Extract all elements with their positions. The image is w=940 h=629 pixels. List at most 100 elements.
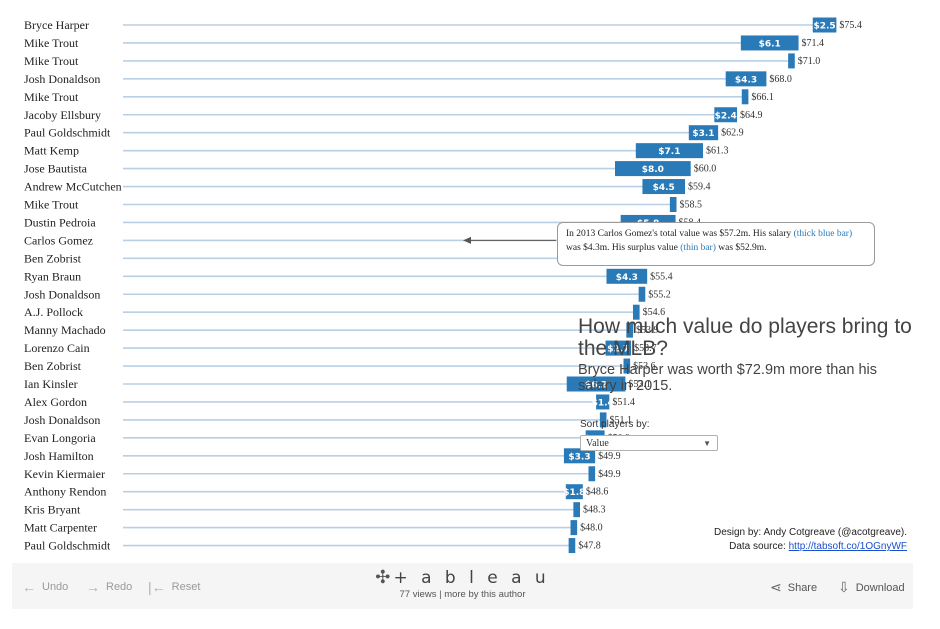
- salary-bar[interactable]: [563, 448, 596, 464]
- salary-bar[interactable]: [566, 376, 626, 392]
- player-name: Kevin Kiermaier: [24, 467, 105, 481]
- salary-bar[interactable]: [812, 17, 837, 33]
- salary-label: $6.1: [759, 39, 781, 49]
- player-name: Josh Donaldson: [24, 413, 100, 427]
- salary-bar[interactable]: [725, 71, 767, 87]
- player-name: Josh Hamilton: [24, 449, 94, 463]
- salary-bar[interactable]: [688, 125, 719, 141]
- player-name: Josh Donaldson: [24, 72, 100, 86]
- tableau-logo[interactable]: + a b l e a u: [393, 568, 550, 588]
- reset-button[interactable]: |← Reset: [148, 579, 200, 595]
- annotation-box: In 2013 Carlos Gomez's total value was $…: [557, 222, 875, 266]
- sort-label: Sort players by:: [580, 419, 650, 430]
- total-label: $47.8: [578, 541, 601, 552]
- salary-bar[interactable]: [606, 268, 648, 284]
- player-name: Kris Bryant: [24, 503, 81, 517]
- credits-design: Design by: Andy Cotgreave (@acotgreave).: [713, 527, 907, 538]
- credits-source-label: Data source:: [729, 541, 789, 552]
- player-name: Jose Bautista: [24, 162, 88, 176]
- tableau-logo-block: ✣ + a b l e a u 77 views | more by this …: [12, 567, 913, 600]
- salary-bar[interactable]: [568, 538, 576, 554]
- bullet-chart: Bryce Harper $2.5 $75.4 Mike Trout $6.1 $71.4…: [24, 17, 862, 554]
- share-button[interactable]: ⋖ Share: [770, 579, 817, 596]
- salary-bar[interactable]: [740, 35, 799, 51]
- salary-label: $4.5: [653, 183, 675, 193]
- salary-label: $4.3: [616, 273, 638, 283]
- player-name: Matt Carpenter: [24, 521, 97, 535]
- arrow-left-icon: ←: [22, 579, 36, 595]
- player-name: Ryan Braun: [24, 269, 81, 283]
- total-label: $62.9: [721, 128, 744, 139]
- total-label: $53.6: [633, 361, 656, 372]
- salary-bar[interactable]: [605, 340, 632, 356]
- total-label: $59.4: [688, 182, 711, 193]
- salary-label: $8.0: [642, 165, 664, 175]
- total-label: $53.7: [634, 343, 657, 354]
- redo-label: Redo: [106, 581, 133, 593]
- player-name: Ben Zobrist: [24, 359, 82, 373]
- salary-bar[interactable]: [626, 322, 633, 338]
- salary-bar[interactable]: [570, 520, 578, 536]
- salary-bar[interactable]: [788, 53, 795, 69]
- download-button[interactable]: ⇩ Download: [838, 579, 905, 596]
- salary-bar[interactable]: [642, 179, 686, 195]
- salary-bar[interactable]: [635, 143, 703, 159]
- data-source-link[interactable]: http://tabsoft.co/1OGnyWF: [788, 541, 907, 552]
- annotation-highlight-surplus: (thin bar): [680, 243, 716, 253]
- share-label: Share: [787, 581, 818, 594]
- reset-label: Reset: [171, 581, 201, 593]
- salary-label: $1.8: [563, 488, 585, 498]
- player-name: Mike Trout: [24, 54, 79, 68]
- salary-bar[interactable]: [596, 394, 610, 410]
- player-name: Josh Donaldson: [24, 287, 100, 301]
- total-label: $53.1: [628, 379, 651, 390]
- annotation-highlight-salary: (thick blue bar): [793, 229, 853, 239]
- player-name: Mike Trout: [24, 36, 79, 50]
- player-name: Ian Kinsler: [24, 377, 78, 391]
- total-label: $61.3: [706, 146, 729, 157]
- total-label: $49.9: [598, 451, 621, 462]
- redo-button[interactable]: → Redo: [86, 579, 132, 595]
- salary-label: $2.4: [715, 111, 737, 121]
- credits-source: Data source: http://tabsoft.co/1OGnyWF: [714, 540, 907, 554]
- player-name: Jacoby Ellsbury: [24, 108, 101, 122]
- player-name: Lorenzo Cain: [24, 341, 90, 355]
- player-name: Andrew McCutchen: [24, 180, 122, 194]
- salary-bar[interactable]: [588, 466, 596, 482]
- title-block: How much value do players bring to the M…: [578, 316, 918, 395]
- download-label: Download: [855, 581, 905, 594]
- player-name: Ben Zobrist: [24, 251, 82, 265]
- tableau-toolbar: ← Undo → Redo |← Reset ✣ + a b l e a u 7…: [12, 563, 913, 609]
- total-label: $58.5: [680, 200, 703, 211]
- salary-bar[interactable]: [638, 286, 646, 302]
- salary-bar[interactable]: [669, 197, 677, 212]
- annotation-text-1: In 2013 Carlos Gomez's total value was $…: [566, 229, 794, 239]
- player-name: Evan Longoria: [24, 431, 96, 445]
- total-label: $55.4: [650, 271, 673, 282]
- total-label: $51.1: [609, 415, 632, 426]
- salary-label: $4.3: [735, 75, 757, 85]
- total-label: $60.0: [694, 164, 717, 175]
- chevron-down-icon: ▼: [703, 439, 711, 448]
- salary-bar[interactable]: [615, 161, 691, 177]
- undo-button[interactable]: ← Undo: [22, 579, 68, 595]
- salary-bar[interactable]: [573, 502, 580, 518]
- salary-bar[interactable]: [632, 304, 640, 320]
- total-label: $68.0: [769, 74, 792, 85]
- total-label: $51.4: [612, 397, 635, 408]
- player-name: Paul Goldschmidt: [24, 126, 111, 140]
- salary-bar[interactable]: [741, 89, 749, 105]
- total-label: $71.4: [802, 38, 825, 49]
- player-name: Manny Machado: [24, 323, 106, 337]
- player-name: A.J. Pollock: [24, 305, 83, 319]
- views-count[interactable]: 77 views | more by this author: [399, 589, 526, 600]
- salary-bar[interactable]: [565, 484, 583, 500]
- player-name: Carlos Gomez: [24, 233, 93, 247]
- salary-bar[interactable]: [623, 358, 631, 374]
- sort-select-value: Value: [586, 438, 609, 449]
- player-name: Paul Goldschmidt: [24, 539, 111, 553]
- annotation-text-3: was $52.9m.: [715, 243, 767, 253]
- salary-bar[interactable]: [599, 412, 607, 428]
- sort-select[interactable]: Value ▼: [580, 435, 718, 451]
- salary-bar[interactable]: [714, 107, 738, 123]
